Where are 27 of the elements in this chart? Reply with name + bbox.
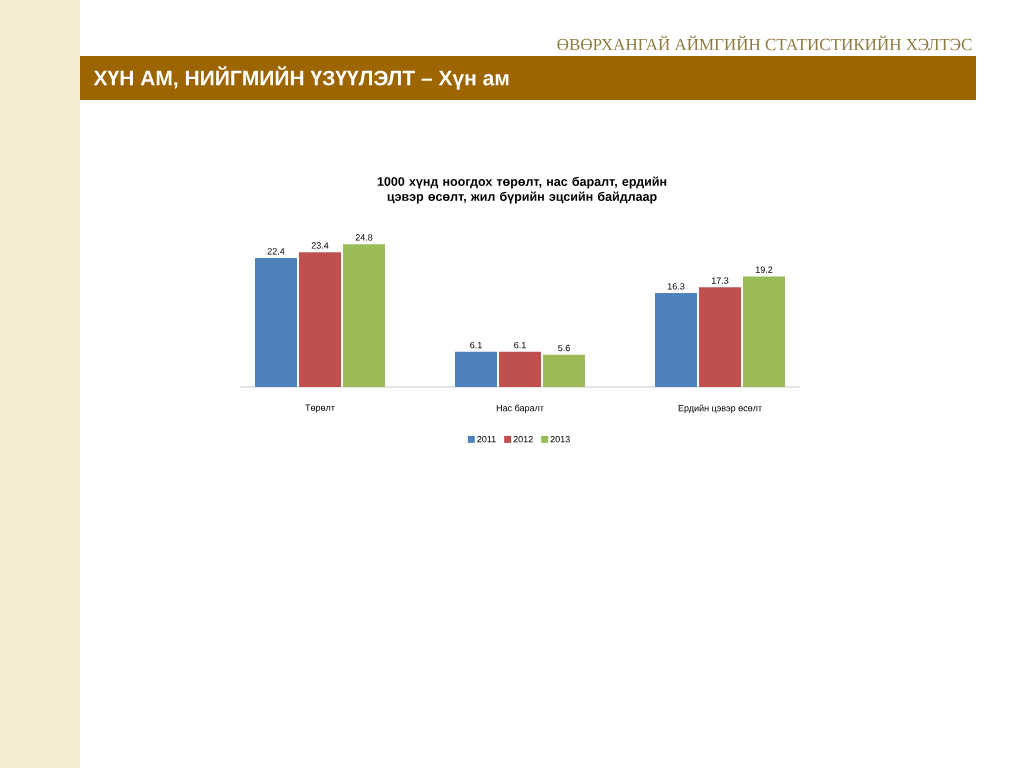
chart-title: 1000 хүнд ноогдох төрөлт, нас баралт, ердийн цэвэр өсөлт, жил бүрийн эцсийн байдлаар (377, 176, 667, 204)
legend-label: 2011 (477, 435, 496, 443)
x-tick-label: Төрөлт (305, 404, 335, 413)
bar (255, 257, 298, 387)
bar (699, 287, 742, 387)
legend-label: 2013 (550, 435, 570, 443)
x-tick-label: Ердийн цэвэр өсөлт (678, 404, 762, 414)
x-tick-label: Нас баралт (496, 404, 544, 413)
data-label: 16.3 (667, 283, 685, 290)
data-label: 17.3 (711, 277, 729, 284)
data-label: 6.1 (514, 341, 526, 349)
data-label: 5.6 (558, 344, 570, 352)
bar (743, 276, 786, 387)
bar (299, 252, 342, 387)
data-label: 24.8 (355, 234, 373, 241)
bar (655, 293, 698, 387)
bar (343, 244, 386, 387)
legend-label: 2012 (513, 435, 533, 443)
bar (543, 354, 586, 387)
data-label: 23.4 (311, 242, 329, 249)
text: ӨВӨРХАНГАЙ АЙМГИЙН СТАТИСТИКИЙН ХЭЛТЭС (557, 35, 972, 51)
data-label: 19.2 (755, 266, 773, 273)
bar (499, 351, 542, 387)
data-label: 22.4 (267, 248, 285, 255)
text: ХҮН АМ, НИЙГМИЙН ҮЗҮҮЛЭЛТ – Хүн ам (93, 66, 509, 90)
bar (455, 351, 498, 387)
data-label: 6.1 (470, 341, 482, 349)
